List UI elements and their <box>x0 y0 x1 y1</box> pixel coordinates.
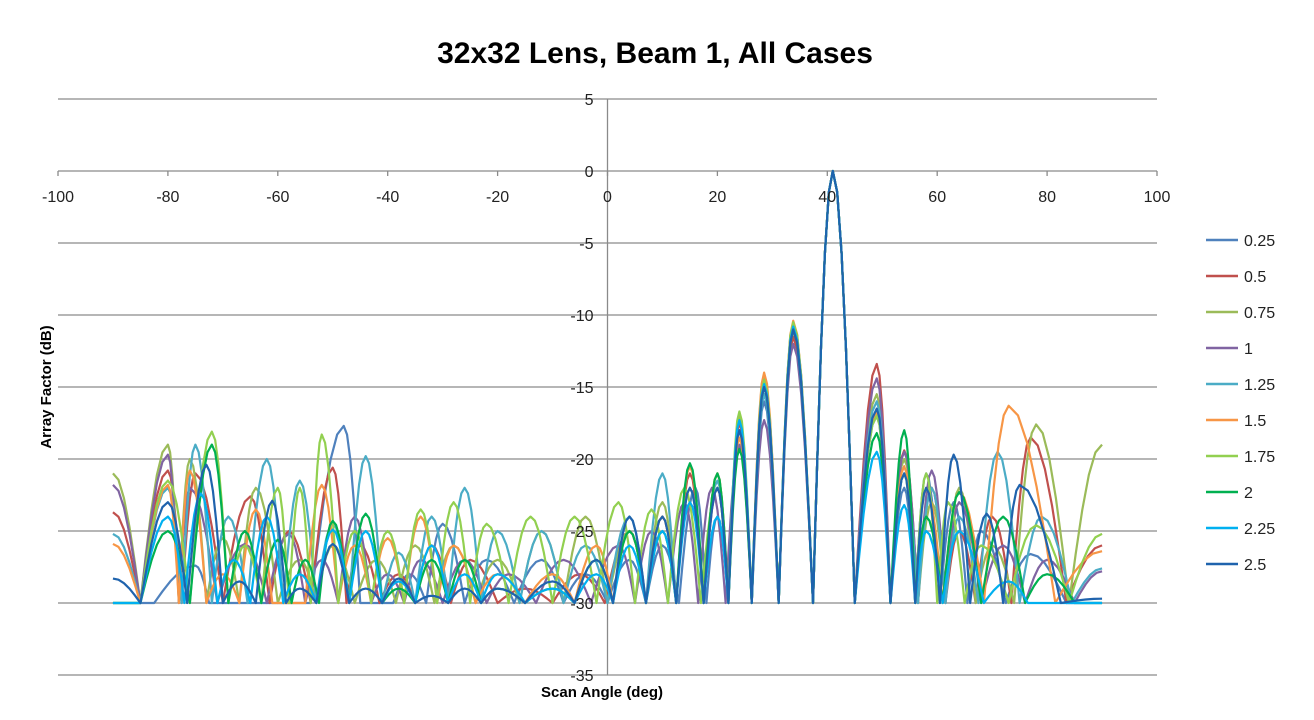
legend-label: 1.75 <box>1244 449 1275 466</box>
x-tick-label: -100 <box>42 189 74 206</box>
y-tick-label: -15 <box>570 380 593 397</box>
legend-label: 2 <box>1244 485 1253 502</box>
plot-series <box>112 169 1103 605</box>
y-tick-label: -30 <box>570 596 593 613</box>
legend-label: 1.5 <box>1244 413 1266 430</box>
y-tick-label: -25 <box>570 524 593 541</box>
legend-label: 1.25 <box>1244 377 1275 394</box>
legend-label: 2.5 <box>1244 557 1266 574</box>
y-tick-label: 0 <box>585 164 594 181</box>
y-axis-label: Array Factor (dB) <box>38 325 55 448</box>
series-line-2-5 <box>112 169 1103 605</box>
x-tick-label: -60 <box>266 189 289 206</box>
tick-labels: 5 0 -5 -10 -15 -20 -25 -30 -35 -100 -80 -60 -40 -20 0 2… <box>42 92 1170 685</box>
y-tick-label: -20 <box>570 452 593 469</box>
x-tick-label: 100 <box>1144 189 1171 206</box>
legend-label: 0.75 <box>1244 305 1275 322</box>
x-tick-label: 0 <box>603 189 612 206</box>
legend-label: 1 <box>1244 341 1253 358</box>
x-tick-label: 20 <box>709 189 727 206</box>
y-tick-label: -35 <box>570 668 593 685</box>
x-tick-label: -20 <box>486 189 509 206</box>
x-tick-label: 80 <box>1038 189 1056 206</box>
x-tick-label: -40 <box>376 189 399 206</box>
x-tick-label: 40 <box>818 189 836 206</box>
legend: 0.25 0.5 0.75 1 1.25 1.5 1.75 2 2.25 2.5 <box>1206 233 1275 574</box>
legend-label: 0.25 <box>1244 233 1275 250</box>
y-tick-label: -5 <box>579 236 593 253</box>
series-line-2 <box>112 169 1103 605</box>
chart-title: 32x32 Lens, Beam 1, All Cases <box>437 37 873 70</box>
x-tick-label: -80 <box>156 189 179 206</box>
x-tick-label: 60 <box>928 189 946 206</box>
legend-label: 0.5 <box>1244 269 1266 286</box>
legend-label: 2.25 <box>1244 521 1275 538</box>
y-tick-label: -10 <box>570 308 593 325</box>
y-tick-label: 5 <box>585 92 594 109</box>
x-axis-label: Scan Angle (deg) <box>541 684 663 701</box>
